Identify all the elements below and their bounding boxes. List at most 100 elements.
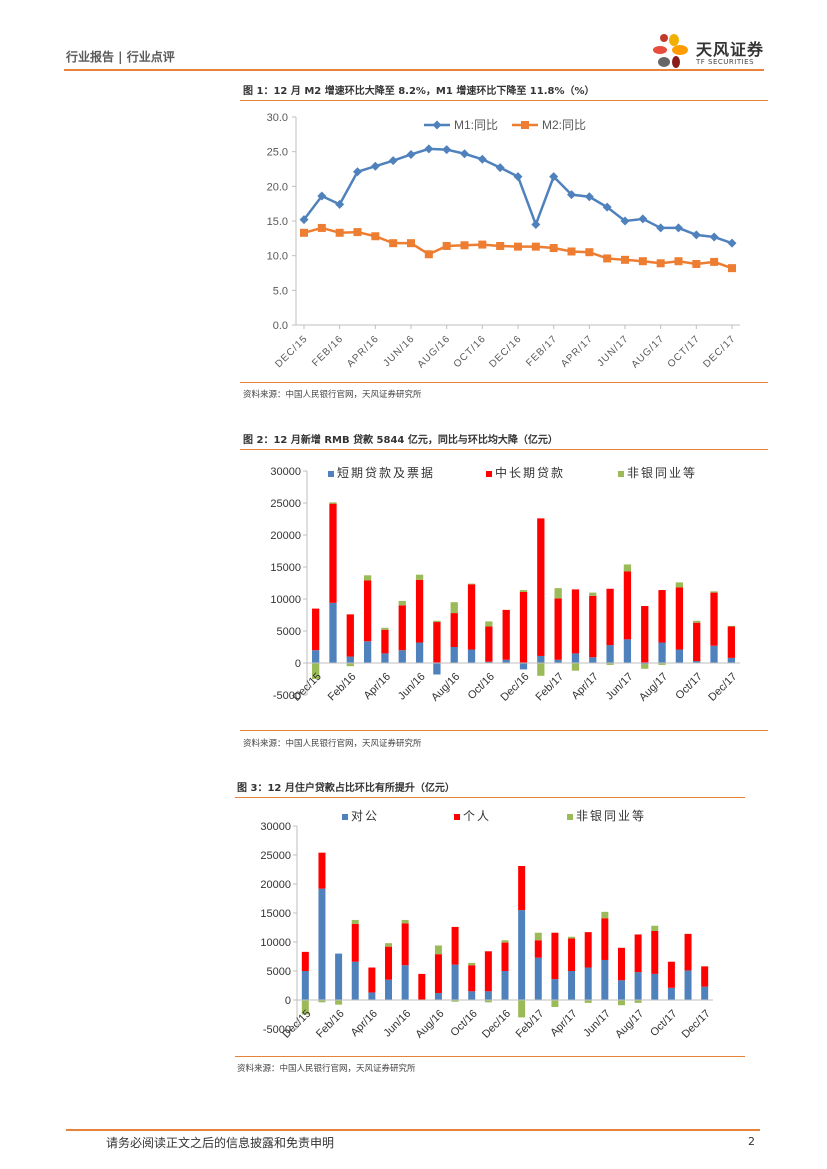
series-a-bar (701, 986, 709, 1000)
x-tick-label: Aug/17 (637, 671, 670, 704)
series-c-bar (401, 919, 409, 924)
series-b-bar (606, 588, 614, 646)
series-c-bar (710, 591, 718, 593)
series-c-bar (398, 600, 406, 606)
series-b-bar (450, 613, 458, 647)
x-tick-label: Oct/16 (448, 1008, 479, 1039)
y-tick-label: 15.0 (267, 216, 288, 228)
x-tick-label: JUN/16 (382, 333, 418, 369)
y-tick-label: 25000 (260, 850, 291, 862)
series-a-bar (675, 649, 684, 663)
header-divider (64, 69, 764, 71)
legend-label: 个人 (463, 809, 491, 823)
series-a-bar (518, 910, 526, 1000)
series-a-bar (584, 967, 592, 1000)
y-tick-label: 5.0 (273, 285, 288, 297)
y-tick-label: 10000 (260, 937, 291, 949)
series-b-bar (701, 966, 709, 987)
m2-data-point (728, 264, 736, 273)
series-c-bar (606, 663, 614, 665)
x-tick-label: Jun/17 (581, 1008, 613, 1040)
series-a-bar (329, 602, 337, 663)
series-c-bar (415, 574, 424, 580)
m1-data-point (727, 238, 737, 248)
y-tick-label: 10.0 (267, 251, 288, 263)
m1-data-point (442, 145, 452, 155)
x-tick-label: Oct/16 (466, 671, 497, 702)
series-b-bar (551, 932, 559, 980)
m1-data-point (691, 230, 701, 240)
legend-marker (521, 121, 529, 129)
series-c-bar (727, 625, 735, 627)
series-a-bar (684, 970, 692, 1000)
series-b-bar (434, 954, 442, 994)
series-a-bar (641, 663, 649, 665)
y-tick-label: 5000 (267, 966, 291, 978)
m1-data-point (495, 163, 505, 173)
x-tick-label: DEC/15 (273, 333, 310, 370)
series-c-bar (318, 1000, 326, 1003)
series-b-bar (312, 608, 320, 651)
series-c-bar (693, 620, 701, 623)
m2-data-point (353, 228, 362, 237)
y-tick-label: 5000 (277, 626, 301, 638)
x-tick-label: Feb/16 (314, 1008, 347, 1041)
series-a-bar (351, 961, 359, 1000)
m2-data-point (621, 255, 629, 264)
y-tick-label: 0.0 (273, 320, 288, 332)
x-tick-label: Aug/16 (429, 671, 462, 704)
series-b-bar (329, 503, 337, 603)
m2-data-point (549, 244, 558, 253)
m2-data-point (692, 259, 701, 268)
series-b-bar (398, 605, 406, 651)
x-tick-label: Apr/17 (569, 671, 600, 702)
series-b-bar (641, 606, 649, 663)
series-b-bar (617, 947, 625, 981)
x-tick-label: Apr/16 (362, 671, 393, 702)
m1-data-point (620, 216, 630, 226)
figure-2-top-rule (240, 449, 768, 450)
legend-label: 对公 (351, 809, 379, 823)
series-c-bar (634, 1000, 642, 1003)
series-b-bar (418, 973, 426, 1000)
series-b-bar (675, 587, 684, 650)
y-tick-label: 30000 (270, 466, 301, 478)
m1-data-point (638, 214, 648, 224)
series-a-bar (501, 971, 509, 1000)
series-a-bar (485, 661, 493, 663)
series-b-bar (518, 866, 526, 911)
series-a-bar (368, 992, 376, 1000)
y-tick-label: 20.0 (267, 181, 288, 193)
series-b-bar (451, 926, 459, 965)
y-tick-label: -5000 (263, 1024, 291, 1036)
m2-data-point (603, 254, 612, 263)
series-c-bar (551, 1000, 559, 1007)
figure-1-title: 图 1：12 月 M2 增速环比大降至 8.2%，M1 增速环比下降至 11.8… (243, 86, 595, 97)
series-a-bar (346, 656, 354, 663)
legend-swatch (567, 814, 573, 820)
series-c-bar (433, 620, 441, 623)
x-tick-label: Dec/16 (480, 1008, 513, 1041)
m2-data-point (317, 223, 326, 232)
figure-3-top-rule (235, 797, 745, 798)
figure-1-top-rule (240, 100, 768, 101)
m2-data-point (674, 257, 683, 266)
y-tick-label: 20000 (270, 530, 301, 542)
series-a-bar (451, 964, 459, 1000)
series-c-bar (467, 583, 476, 585)
series-a-bar (318, 888, 326, 1000)
series-c-bar (312, 663, 320, 679)
m1-data-point (335, 199, 345, 209)
series-a-bar (537, 655, 545, 663)
series-b-bar (415, 579, 424, 643)
m2-data-point (656, 259, 665, 268)
x-tick-label: Apr/16 (349, 1008, 380, 1039)
series-c-bar (346, 663, 354, 667)
x-tick-label: FEB/16 (310, 333, 346, 369)
series-c-bar (451, 1000, 459, 1002)
series-c-bar (335, 1000, 343, 1005)
m2-data-point (460, 241, 469, 250)
legend-swatch (454, 814, 460, 820)
figure-3-source: 资料来源：中国人民银行官网，天风证券研究所 (237, 1064, 416, 1074)
legend-label: 非银同业等 (627, 466, 697, 480)
